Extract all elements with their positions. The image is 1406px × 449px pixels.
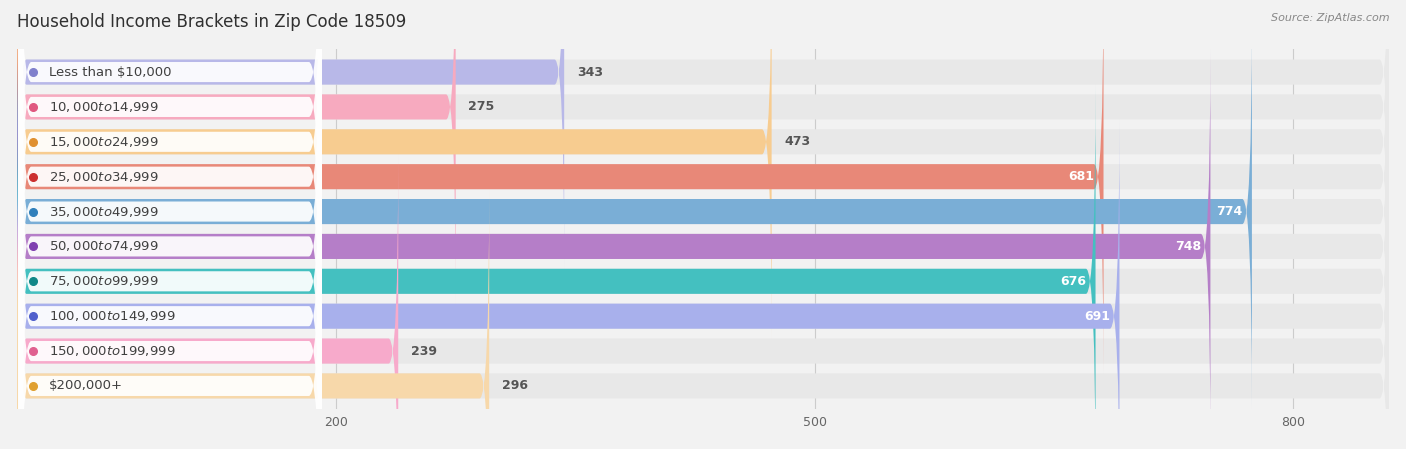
FancyBboxPatch shape — [17, 154, 1389, 449]
FancyBboxPatch shape — [18, 13, 322, 449]
Text: 681: 681 — [1069, 170, 1094, 183]
FancyBboxPatch shape — [17, 0, 1104, 374]
FancyBboxPatch shape — [18, 0, 322, 449]
FancyBboxPatch shape — [17, 189, 489, 449]
FancyBboxPatch shape — [17, 84, 1095, 449]
Text: $100,000 to $149,999: $100,000 to $149,999 — [49, 309, 176, 323]
FancyBboxPatch shape — [18, 0, 322, 376]
Text: Less than $10,000: Less than $10,000 — [49, 66, 172, 79]
Text: Source: ZipAtlas.com: Source: ZipAtlas.com — [1271, 13, 1389, 23]
Text: 343: 343 — [576, 66, 603, 79]
FancyBboxPatch shape — [17, 119, 1389, 449]
Text: $35,000 to $49,999: $35,000 to $49,999 — [49, 205, 159, 219]
Text: $15,000 to $24,999: $15,000 to $24,999 — [49, 135, 159, 149]
FancyBboxPatch shape — [17, 50, 1211, 443]
FancyBboxPatch shape — [17, 154, 398, 449]
FancyBboxPatch shape — [18, 0, 322, 445]
FancyBboxPatch shape — [18, 47, 322, 449]
FancyBboxPatch shape — [17, 189, 1389, 449]
Text: 275: 275 — [468, 101, 495, 114]
FancyBboxPatch shape — [17, 0, 1389, 304]
Text: 774: 774 — [1216, 205, 1243, 218]
Text: 296: 296 — [502, 379, 527, 392]
FancyBboxPatch shape — [17, 0, 564, 269]
FancyBboxPatch shape — [18, 117, 322, 449]
FancyBboxPatch shape — [17, 84, 1389, 449]
FancyBboxPatch shape — [17, 15, 1251, 408]
FancyBboxPatch shape — [17, 0, 772, 339]
Text: $200,000+: $200,000+ — [49, 379, 122, 392]
Text: 676: 676 — [1060, 275, 1085, 288]
FancyBboxPatch shape — [18, 0, 322, 411]
Text: 748: 748 — [1175, 240, 1201, 253]
FancyBboxPatch shape — [18, 0, 322, 449]
Text: 473: 473 — [785, 135, 810, 148]
Text: 691: 691 — [1084, 310, 1109, 323]
Text: 239: 239 — [411, 344, 437, 357]
FancyBboxPatch shape — [17, 50, 1389, 443]
FancyBboxPatch shape — [17, 15, 1389, 408]
FancyBboxPatch shape — [17, 0, 456, 304]
FancyBboxPatch shape — [17, 0, 1389, 269]
Text: $150,000 to $199,999: $150,000 to $199,999 — [49, 344, 176, 358]
Text: $25,000 to $34,999: $25,000 to $34,999 — [49, 170, 159, 184]
Text: $75,000 to $99,999: $75,000 to $99,999 — [49, 274, 159, 288]
FancyBboxPatch shape — [18, 0, 322, 341]
Text: $50,000 to $74,999: $50,000 to $74,999 — [49, 239, 159, 253]
Text: Household Income Brackets in Zip Code 18509: Household Income Brackets in Zip Code 18… — [17, 13, 406, 31]
FancyBboxPatch shape — [17, 0, 1389, 339]
Text: $10,000 to $14,999: $10,000 to $14,999 — [49, 100, 159, 114]
FancyBboxPatch shape — [17, 119, 1119, 449]
FancyBboxPatch shape — [17, 0, 1389, 374]
FancyBboxPatch shape — [18, 82, 322, 449]
